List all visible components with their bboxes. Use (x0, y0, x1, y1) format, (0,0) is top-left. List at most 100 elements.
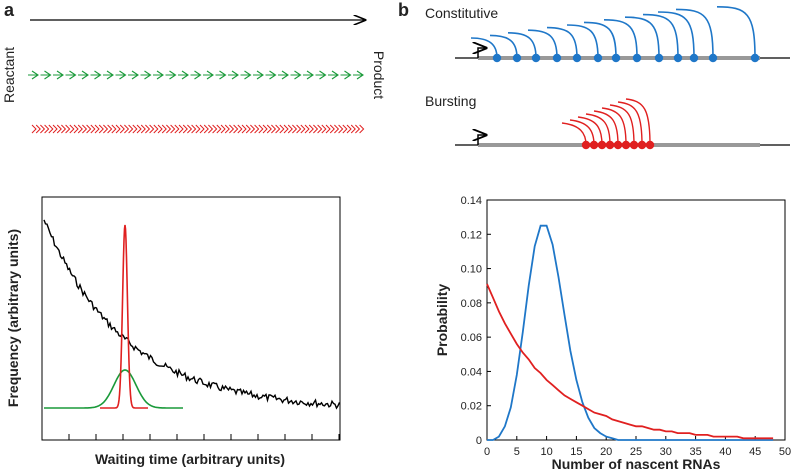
chevron (136, 124, 142, 134)
bursting-label: Bursting (425, 93, 476, 109)
chevron (359, 124, 365, 134)
chevron (350, 124, 356, 134)
chevron (334, 124, 340, 134)
panel-label: a (4, 0, 15, 20)
rna (593, 110, 619, 146)
chevron (262, 124, 268, 134)
chevron (278, 70, 289, 80)
x-axis-label: Number of nascent RNAs (552, 456, 721, 472)
chevron (283, 124, 289, 134)
chevron (48, 124, 54, 134)
constitutive-label: Constitutive (425, 5, 498, 21)
chevron (265, 70, 277, 80)
rna (642, 13, 679, 59)
chevron (275, 124, 281, 134)
chevron (44, 124, 50, 134)
chevron (35, 124, 41, 134)
chevron (190, 70, 202, 80)
promoter (478, 48, 486, 58)
chevron (61, 124, 67, 134)
chevron (90, 124, 96, 134)
y-tick-label: 0.10 (461, 264, 482, 276)
green-curve (44, 369, 183, 409)
chevron (237, 124, 243, 134)
chevron (157, 124, 163, 134)
chevron (165, 70, 177, 80)
chevron (111, 124, 117, 134)
chevron (73, 124, 79, 134)
x-tick-label: 30 (660, 446, 672, 458)
plot-frame (486, 199, 786, 441)
series-line (486, 283, 774, 440)
chevron (216, 124, 222, 134)
chevron (304, 124, 310, 134)
polymerase (637, 140, 647, 150)
chevron (271, 124, 277, 134)
rna (546, 26, 578, 59)
chevron (153, 124, 159, 134)
chevron (199, 124, 205, 134)
rna (657, 11, 695, 59)
polymerase (492, 53, 502, 63)
polymerase (611, 53, 621, 63)
rna (625, 98, 651, 146)
chevron (220, 124, 226, 134)
y-tick-label: 0.14 (461, 195, 482, 207)
chevron (215, 70, 227, 80)
chevron (353, 70, 364, 80)
rna (507, 32, 537, 59)
chevron (52, 124, 58, 134)
chevron (250, 124, 256, 134)
chevron (342, 124, 348, 134)
polymerase (654, 53, 664, 63)
chevron (240, 70, 252, 80)
chevron (98, 124, 104, 134)
x-tick-label: 15 (570, 446, 582, 458)
x-tick-label: 0 (484, 446, 490, 458)
chevron (119, 124, 125, 134)
x-axis-label: Waiting time (arbitrary units) (95, 451, 285, 467)
polymerase (750, 53, 760, 63)
chevron (103, 124, 109, 134)
polymerase (605, 140, 615, 150)
chevron (315, 70, 327, 80)
x-tick-label: 25 (630, 446, 642, 458)
chevron (107, 124, 113, 134)
chevron (178, 70, 189, 80)
chevron (103, 70, 114, 80)
polymerase (597, 140, 607, 150)
rna (583, 21, 617, 59)
chevron (300, 124, 306, 134)
chevron (212, 124, 218, 134)
chevron (178, 124, 184, 134)
chevron (266, 124, 272, 134)
chevron (140, 124, 146, 134)
chevron (145, 124, 151, 134)
x-tick-label: 35 (689, 446, 701, 458)
chevron (94, 124, 100, 134)
chevron (78, 70, 89, 80)
plot-frame (41, 196, 341, 441)
chevron (69, 124, 75, 134)
chevron (191, 124, 197, 134)
chevron (321, 124, 327, 134)
chevron (132, 124, 138, 134)
polymerase (632, 53, 642, 63)
polymerase (572, 53, 582, 63)
rna (585, 113, 611, 146)
chevron (65, 124, 71, 134)
chevron (149, 124, 155, 134)
x-tick-label: 45 (749, 446, 761, 458)
chevron (128, 70, 139, 80)
x-tick-label: 50 (779, 446, 791, 458)
chevron (346, 124, 352, 134)
rna (675, 8, 714, 59)
chevron (208, 124, 214, 134)
chevron (279, 124, 285, 134)
chevron (153, 70, 164, 80)
rna (561, 122, 587, 146)
polymerase (581, 140, 591, 150)
polymerase (613, 140, 623, 150)
y-tick-label: 0.04 (461, 366, 482, 378)
chevron (77, 124, 83, 134)
